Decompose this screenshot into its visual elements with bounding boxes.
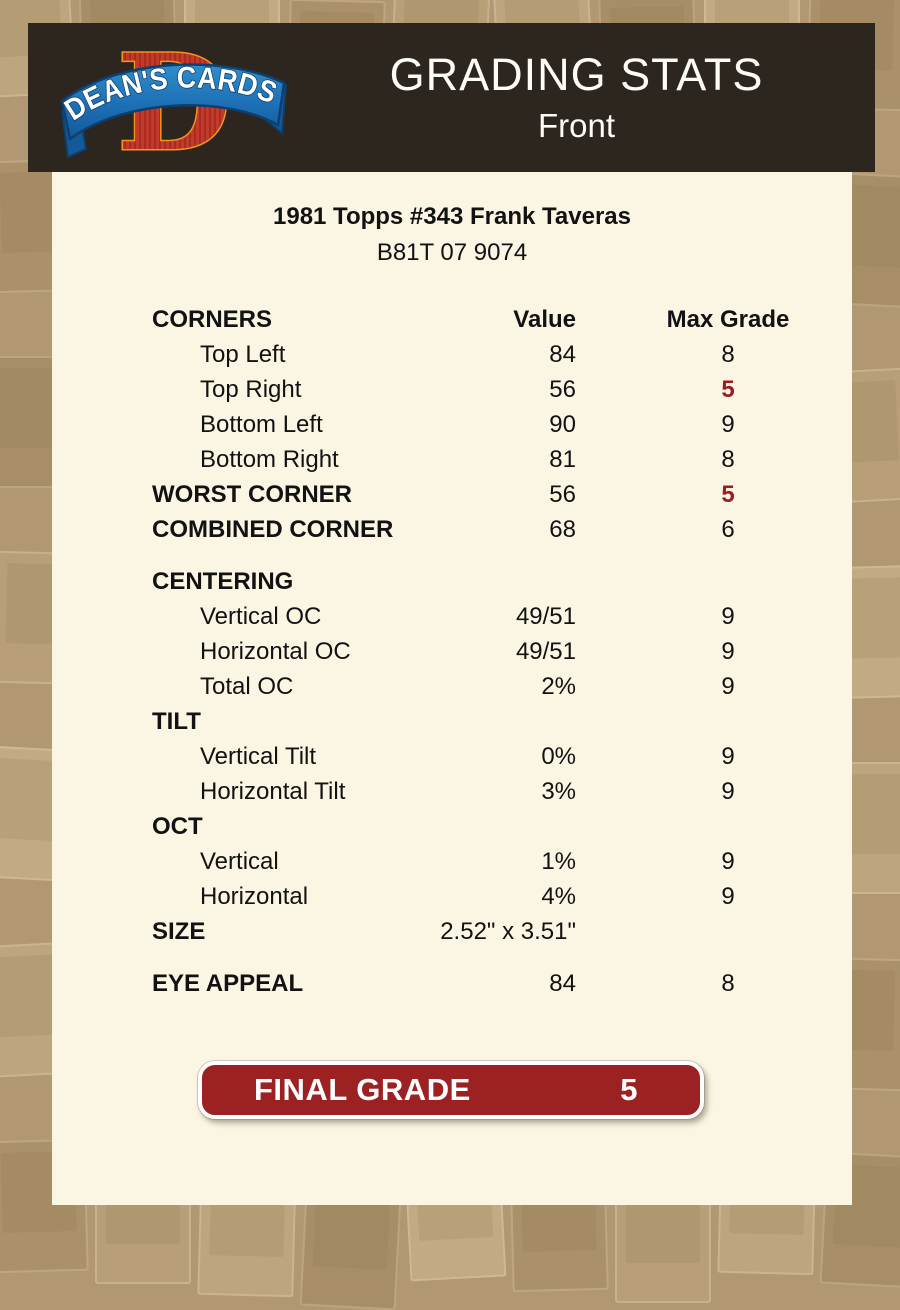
column-header-corners: CORNERS [152, 306, 273, 333]
table-row: Bottom Left 90 9 [152, 407, 816, 442]
row-value: 56 [549, 376, 576, 403]
row-value: 49/51 [515, 638, 576, 665]
final-grade-value: 5 [620, 1072, 638, 1107]
row-value: 2.52" x 3.51" [440, 918, 576, 945]
row-value [426, 704, 576, 739]
row-value [426, 564, 576, 599]
row-max-grade: 6 [721, 516, 735, 543]
grading-table: CORNERS Value Max Grade Top Left 84 8 Top R… [152, 302, 816, 1001]
row-max-grade [576, 564, 816, 599]
row-label: WORST CORNER [152, 481, 352, 508]
table-row: Vertical Tilt 0% 9 [152, 739, 816, 774]
page-title: GRADING STATS [389, 48, 764, 100]
table-row: SIZE 2.52" x 3.51" [152, 914, 816, 949]
table-row: Vertical OC 49/51 9 [152, 599, 816, 634]
row-label: Horizontal [200, 883, 309, 910]
row-max-grade: 8 [721, 341, 735, 368]
row-value: 1% [541, 848, 576, 875]
table-row: Top Left 84 8 [152, 337, 816, 372]
table-row: Total OC 2% 9 [152, 669, 816, 704]
table-row: CENTERING [152, 564, 816, 599]
row-label: Bottom Right [200, 446, 339, 473]
row-label: CENTERING [152, 568, 294, 595]
row-label: COMBINED CORNER [152, 516, 394, 543]
table-row: EYE APPEAL 84 8 [152, 966, 816, 1001]
row-value: 3% [541, 778, 576, 805]
row-value: 0% [541, 743, 576, 770]
row-label: Top Left [200, 341, 286, 368]
row-label: Vertical Tilt [200, 743, 317, 770]
row-max-grade: 8 [721, 446, 735, 473]
row-value [426, 809, 576, 844]
page-subtitle: Front [537, 107, 616, 145]
row-label: Top Right [200, 376, 302, 403]
table-row: WORST CORNER 56 5 [152, 477, 816, 512]
table-row: Bottom Right 81 8 [152, 442, 816, 477]
table-row: Horizontal 4% 9 [152, 879, 816, 914]
card-title: 1981 Topps #343 Frank Taveras [273, 203, 631, 230]
column-header-max-grade: Max Grade [666, 306, 790, 333]
deans-cards-logo: D DEAN'S CARDS [58, 27, 288, 169]
row-label: OCT [152, 813, 203, 840]
row-value: 56 [549, 481, 576, 508]
table-row: Top Right 56 5 [152, 372, 816, 407]
row-max-grade [576, 704, 816, 739]
row-max-grade: 9 [721, 673, 735, 700]
row-label: Vertical [200, 848, 279, 875]
table-row: OCT [152, 809, 816, 844]
row-max-grade [576, 914, 816, 949]
row-value: 90 [549, 411, 576, 438]
row-max-grade: 9 [721, 848, 735, 875]
row-label: SIZE [152, 918, 206, 945]
row-max-grade: 9 [721, 638, 735, 665]
column-header-value: Value [513, 306, 576, 333]
card-serial: B81T 07 9074 [376, 239, 528, 266]
table-header-row: CORNERS Value Max Grade [152, 302, 816, 337]
row-max-grade: 5 [721, 481, 735, 508]
table-row: TILT [152, 704, 816, 739]
row-label: Horizontal OC [200, 638, 351, 665]
table-row: Horizontal OC 49/51 9 [152, 634, 816, 669]
row-max-grade [576, 809, 816, 844]
row-label: TILT [152, 708, 201, 735]
row-max-grade: 9 [721, 743, 735, 770]
row-label: Bottom Left [200, 411, 323, 438]
row-value: 81 [549, 446, 576, 473]
final-grade-label: FINAL GRADE [254, 1072, 471, 1107]
row-value: 2% [541, 673, 576, 700]
row-label: EYE APPEAL [152, 970, 304, 997]
final-grade-button[interactable]: FINAL GRADE 5 [198, 1061, 704, 1119]
row-max-grade: 9 [721, 411, 735, 438]
grading-report-panel: 1981 Topps #343 Frank Taveras B81T 07 90… [52, 172, 852, 1205]
row-label: Total OC [200, 673, 294, 700]
row-value: 68 [549, 516, 576, 543]
row-max-grade: 9 [721, 778, 735, 805]
table-row: COMBINED CORNER 68 6 [152, 512, 816, 547]
row-max-grade: 8 [721, 970, 735, 997]
table-row: Horizontal Tilt 3% 9 [152, 774, 816, 809]
row-value: 84 [549, 970, 576, 997]
row-max-grade: 9 [721, 883, 735, 910]
row-value: 4% [541, 883, 576, 910]
row-label: Vertical OC [200, 603, 322, 630]
grading-table-body: Top Left 84 8 Top Right 56 5 Bottom Left 90 9 Bot… [152, 337, 816, 1001]
row-max-grade: 5 [721, 376, 735, 403]
row-label: Horizontal Tilt [200, 778, 346, 805]
row-value: 49/51 [515, 603, 576, 630]
row-max-grade: 9 [721, 603, 735, 630]
header-bar: D DEAN'S CARDS GRADING STATS Front [28, 23, 875, 172]
row-value: 84 [549, 341, 576, 368]
table-row: Vertical 1% 9 [152, 844, 816, 879]
